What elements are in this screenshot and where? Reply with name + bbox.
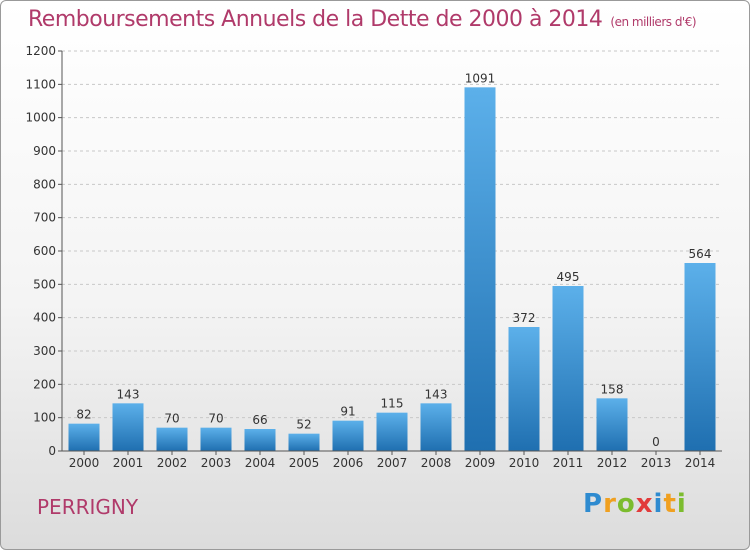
bar-2001	[112, 403, 144, 451]
y-tick-label: 0	[48, 444, 56, 458]
unit-note: (en milliers d'€)	[610, 15, 697, 29]
value-label-2002: 70	[164, 412, 179, 426]
y-tick-label: 500	[33, 277, 56, 291]
value-label-2001: 143	[117, 387, 140, 401]
x-tick-label-2002: 2002	[157, 456, 188, 470]
x-tick-label-2013: 2013	[641, 456, 672, 470]
bar-2004	[244, 429, 276, 451]
y-tick-label: 300	[33, 344, 56, 358]
grid	[62, 50, 722, 419]
x-tick-label-2000: 2000	[69, 456, 100, 470]
value-label-2009: 1091	[465, 71, 496, 85]
y-tick-label: 1200	[25, 44, 56, 58]
x-tick-label-2003: 2003	[201, 456, 232, 470]
value-label-2013: 0	[652, 435, 660, 449]
x-tick-label-2011: 2011	[553, 456, 584, 470]
bar-2012	[596, 398, 628, 451]
logo-letter: x	[635, 489, 654, 519]
y-tick-label: 800	[33, 177, 56, 191]
y-tick-label: 1000	[25, 111, 56, 125]
bars: 82 143 70 70 66 52 91 115 143 1091 372 495 158 0 564	[68, 71, 716, 451]
x-tick-label-2012: 2012	[597, 456, 628, 470]
bar-2014	[684, 263, 716, 451]
value-label-2007: 115	[381, 397, 404, 411]
value-label-2005: 52	[296, 418, 311, 432]
x-tick-label-2009: 2009	[465, 456, 496, 470]
y-tick-label: 700	[33, 211, 56, 225]
bar-2003	[200, 427, 232, 451]
bar-2011	[552, 286, 584, 451]
x-tick-label-2014: 2014	[685, 456, 716, 470]
x-tick-label-2006: 2006	[333, 456, 364, 470]
y-tick-label: 900	[33, 144, 56, 158]
bar-2006	[332, 420, 364, 451]
value-label-2004: 66	[252, 413, 267, 427]
value-label-2006: 91	[340, 405, 355, 419]
chart-title-text: Remboursements Annuels de la Dette de 20…	[28, 7, 603, 32]
y-tick-label: 600	[33, 244, 56, 258]
x-tick-label-2005: 2005	[289, 456, 320, 470]
x-tick-label-2004: 2004	[245, 456, 276, 470]
bar-2009	[464, 87, 496, 451]
y-tick-label: 100	[33, 411, 56, 425]
bar-2005	[288, 433, 320, 451]
logo-letter: i	[676, 489, 687, 519]
x-tick-label-2010: 2010	[509, 456, 540, 470]
y-tick-label: 200	[33, 377, 56, 391]
bar-2008	[420, 403, 452, 451]
proxiti-logo: Proxiti	[583, 489, 687, 519]
value-label-2014: 564	[689, 247, 712, 261]
logo-letter: r	[603, 489, 617, 519]
logo-letter: P	[583, 489, 604, 519]
logo-letter: i	[653, 489, 664, 519]
y-tick-label: 400	[33, 311, 56, 325]
bar-2002	[156, 427, 188, 451]
x-tick-label-2007: 2007	[377, 456, 408, 470]
value-label-2010: 372	[513, 311, 536, 325]
chart-title: Remboursements Annuels de la Dette de 20…	[28, 7, 697, 32]
x-tick-label-2008: 2008	[421, 456, 452, 470]
logo-letter: o	[616, 489, 636, 519]
axes: 0100200300400500600700800900100011001200…	[25, 44, 722, 470]
bar-2010	[508, 327, 540, 451]
bar-2007	[376, 412, 408, 451]
logo-letter: t	[663, 489, 677, 519]
value-label-2012: 158	[601, 382, 624, 396]
y-tick-label: 1100	[25, 77, 56, 91]
x-tick-label-2001: 2001	[113, 456, 144, 470]
commune-name: PERRIGNY	[37, 495, 139, 519]
value-label-2000: 82	[76, 408, 91, 422]
bar-2000	[68, 423, 100, 451]
value-label-2008: 143	[425, 387, 448, 401]
value-label-2011: 495	[557, 270, 580, 284]
value-label-2003: 70	[208, 412, 223, 426]
